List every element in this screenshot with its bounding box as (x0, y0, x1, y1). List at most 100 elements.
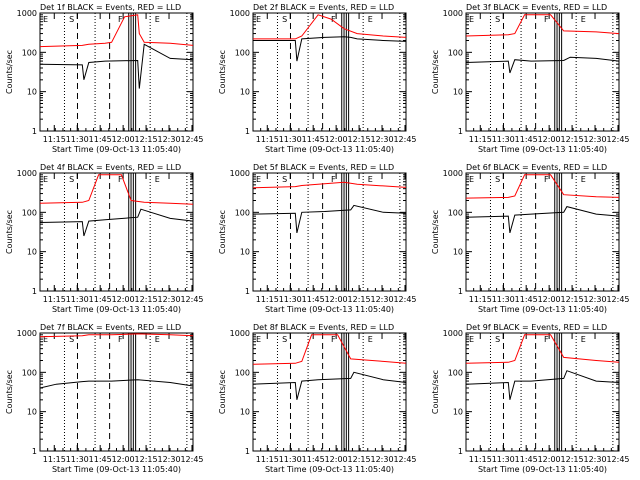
x-tick-label: 12:00 (325, 295, 348, 304)
x-axis-label: Start Time (09-Oct-13 11:05:40) (478, 305, 607, 314)
series-line-lld (39, 14, 194, 48)
x-tick-label: 11:45 (302, 295, 325, 304)
y-tick-label: 1 (458, 447, 463, 456)
y-tick-label: 100 (235, 48, 250, 57)
x-tick-label: 11:30 (279, 295, 302, 304)
x-tick-label: 11:30 (279, 455, 302, 464)
interval-marker-label: E (469, 15, 474, 24)
x-tick-label: 12:00 (538, 295, 561, 304)
series-line-lld (39, 174, 194, 205)
chart-title: Det 9f BLACK = Events, RED = LLD (466, 323, 607, 332)
x-tick-label: 12:30 (583, 295, 606, 304)
interval-marker-label: E (256, 175, 261, 184)
y-tick-label: 10 (453, 408, 463, 417)
x-tick-label: 12:15 (135, 135, 158, 144)
x-tick-label: 11:30 (279, 135, 302, 144)
x-tick-label: 12:15 (135, 455, 158, 464)
x-tick-label: 12:00 (325, 455, 348, 464)
x-tick-label: 12:30 (370, 135, 393, 144)
x-tick-label: 12:45 (180, 455, 203, 464)
chart-title: Det 8f BLACK = Events, RED = LLD (253, 323, 394, 332)
interval-marker-label: E (368, 175, 373, 184)
interval-marker-label: S (495, 175, 500, 184)
y-tick-label: 10 (27, 88, 37, 97)
interval-marker-label: E (581, 175, 586, 184)
y-tick-label: 10 (27, 248, 37, 257)
interval-marker-label: F (544, 175, 549, 184)
x-axis-label: Start Time (09-Oct-13 11:05:40) (265, 145, 394, 154)
y-tick-label: 100 (448, 368, 463, 377)
x-tick-label: 12:30 (157, 455, 180, 464)
interval-marker-label: E (368, 15, 373, 24)
y-tick-label: 1 (245, 447, 250, 456)
interval-marker-label: S (69, 15, 74, 24)
chart-panel-2: Det 2f BLACK = Events, RED = LLD 1 10 100 10… (218, 3, 417, 154)
y-axis-label: Counts/sec (5, 50, 14, 94)
interval-marker-label: E (256, 15, 261, 24)
chart-title: Det 7f BLACK = Events, RED = LLD (40, 323, 181, 332)
plot-frame (465, 172, 620, 292)
x-tick-label: 12:00 (325, 135, 348, 144)
x-tick-label: 11:30 (66, 295, 89, 304)
y-tick-label: 1 (245, 127, 250, 136)
x-tick-label: 11:45 (302, 455, 325, 464)
chart-title: Det 5f BLACK = Events, RED = LLD (253, 163, 394, 172)
y-tick-label: 10 (240, 88, 250, 97)
series-line-events (253, 36, 407, 62)
plot-frame (39, 332, 194, 452)
chart-title: Det 3f BLACK = Events, RED = LLD (466, 3, 607, 12)
chart-panel-5: Det 5f BLACK = Events, RED = LLD 1 10 100 10… (218, 163, 417, 314)
interval-marker-label: E (43, 335, 48, 344)
x-tick-label: 12:45 (606, 295, 629, 304)
x-tick-label: 11:15 (469, 135, 492, 144)
y-axis-label: Counts/sec (218, 370, 227, 414)
x-tick-label: 12:15 (561, 455, 584, 464)
y-axis-label: Counts/sec (218, 50, 227, 94)
x-tick-label: 12:15 (348, 455, 371, 464)
plot-frame (252, 12, 407, 132)
x-tick-label: 11:45 (89, 455, 112, 464)
chart-title: Det 1f BLACK = Events, RED = LLD (40, 3, 181, 12)
interval-marker-label: F (118, 15, 123, 24)
x-tick-label: 12:30 (157, 135, 180, 144)
interval-marker-label: S (495, 335, 500, 344)
series-line-lld (39, 333, 194, 338)
interval-marker-label: F (331, 175, 336, 184)
plot-frame (465, 332, 620, 452)
y-tick-label: 1000 (443, 329, 463, 338)
chart-title: Det 4f BLACK = Events, RED = LLD (40, 163, 181, 172)
series-line-lld (465, 334, 620, 364)
series-line-events (465, 56, 620, 74)
y-tick-label: 100 (22, 208, 37, 217)
x-tick-label: 12:00 (538, 135, 561, 144)
y-tick-label: 1000 (230, 169, 250, 178)
plot-frame (39, 12, 194, 132)
y-tick-label: 100 (235, 368, 250, 377)
interval-marker-label: S (69, 175, 74, 184)
x-tick-label: 11:15 (256, 295, 279, 304)
x-tick-label: 11:15 (43, 455, 66, 464)
interval-marker-label: E (368, 335, 373, 344)
y-axis-label: Counts/sec (431, 50, 440, 94)
x-tick-label: 11:15 (256, 135, 279, 144)
x-tick-label: 12:30 (583, 135, 606, 144)
interval-marker-label: E (155, 15, 160, 24)
y-tick-label: 1000 (17, 169, 37, 178)
x-tick-label: 12:45 (180, 135, 203, 144)
x-tick-label: 11:30 (492, 135, 515, 144)
plot-frame (252, 332, 407, 452)
series-line-events (39, 379, 194, 389)
series-line-lld (465, 14, 620, 37)
interval-marker-label: E (469, 175, 474, 184)
series-line-events (252, 204, 407, 234)
interval-marker-label: S (495, 15, 500, 24)
x-tick-label: 11:45 (515, 295, 538, 304)
y-tick-label: 100 (235, 208, 250, 217)
series-line-events (39, 43, 194, 89)
plot-frame (465, 12, 620, 132)
x-tick-label: 11:45 (302, 135, 325, 144)
plot-frame (252, 172, 407, 292)
y-tick-label: 10 (240, 408, 250, 417)
x-tick-label: 12:45 (393, 135, 416, 144)
